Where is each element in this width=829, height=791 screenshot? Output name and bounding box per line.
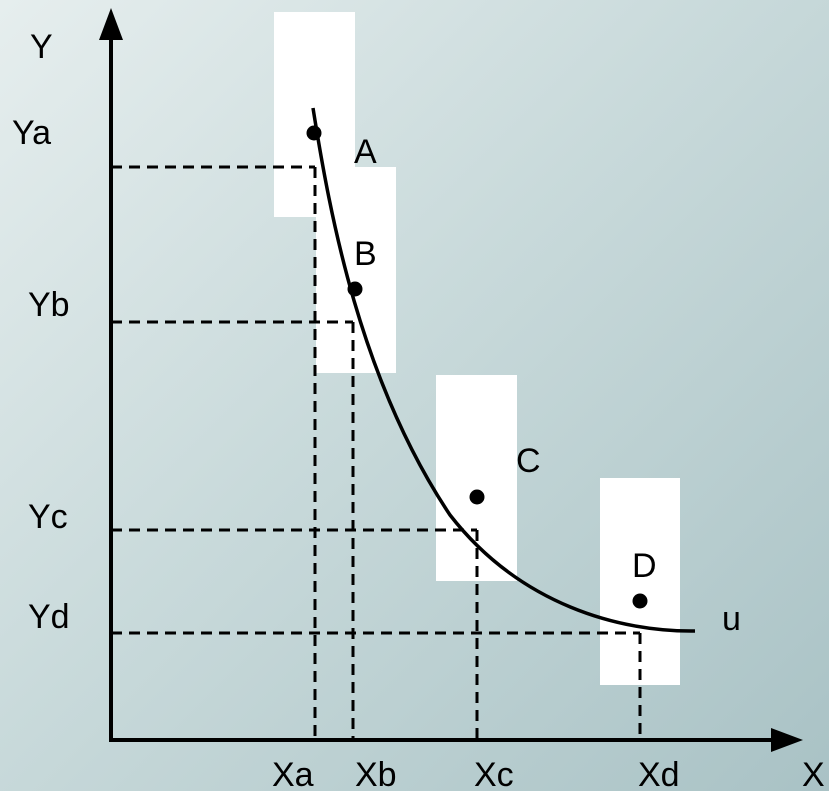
point-d-dot xyxy=(632,593,648,609)
y-tick-ya: Ya xyxy=(12,114,51,152)
x-axis-label: X xyxy=(802,756,825,791)
point-d-label: D xyxy=(632,547,657,585)
y-axis-label: Y xyxy=(30,28,53,66)
x-axis-arrow xyxy=(771,728,803,752)
x-tick-xa: Xa xyxy=(272,756,314,791)
point-b-label: B xyxy=(354,235,377,273)
point-c-dot xyxy=(469,489,485,505)
y-tick-yb: Yb xyxy=(28,286,70,324)
x-tick-xb: Xb xyxy=(355,756,397,791)
x-tick-xd: Xd xyxy=(638,756,680,791)
x-tick-xc: Xc xyxy=(474,756,514,791)
point-a-label: A xyxy=(354,133,377,171)
point-b-dot xyxy=(347,281,363,297)
point-a-dot xyxy=(306,125,322,141)
point-c-label: C xyxy=(516,442,541,480)
y-tick-yc: Yc xyxy=(28,498,68,536)
y-tick-yd: Yd xyxy=(28,598,70,636)
indifference-curve xyxy=(311,107,696,633)
box-d xyxy=(600,478,680,685)
curve-label: u xyxy=(722,600,741,638)
y-axis-arrow xyxy=(99,8,123,40)
